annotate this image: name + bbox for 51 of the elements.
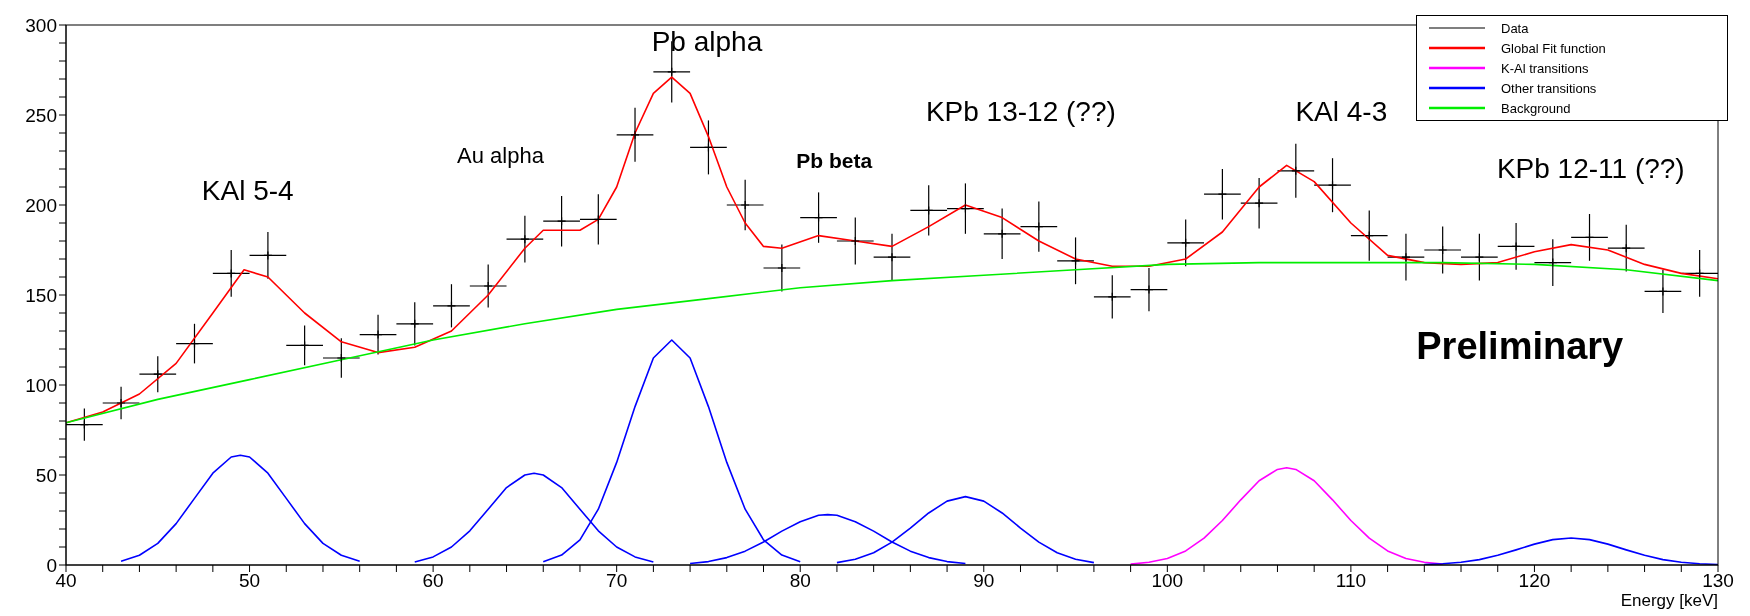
point: [520, 234, 530, 244]
x-tick-label: 90: [973, 570, 995, 592]
y-tick-label: 50: [35, 464, 57, 486]
point: [483, 281, 493, 291]
annotation: Au alpha: [457, 143, 545, 169]
annotation: KAl 4-3: [1295, 96, 1388, 128]
x-tick-label: 80: [789, 570, 811, 592]
x-tick-label: 130: [1702, 570, 1734, 592]
x-tick-label: 60: [422, 570, 444, 592]
point: [997, 229, 1007, 239]
y-tick-label: 150: [25, 284, 57, 306]
point: [263, 250, 273, 260]
legend-label: Other transitions: [1501, 80, 1597, 96]
point: [1511, 241, 1521, 251]
x-tick-label: 110: [1335, 570, 1367, 592]
y-tick-label: 300: [25, 14, 57, 36]
line-series: [120, 454, 361, 563]
annotation: KAl 5-4: [201, 174, 294, 206]
x-tick-label: 40: [55, 570, 77, 592]
point: [1401, 252, 1411, 262]
x-tick-label: 100: [1151, 570, 1184, 592]
point: [1438, 245, 1448, 255]
legend-label: K-Al transitions: [1501, 60, 1589, 76]
x-tick-label: 70: [606, 570, 628, 592]
point: [373, 330, 383, 340]
legend-label: Background: [1501, 100, 1571, 116]
annotation: KPb 13-12 (??): [925, 96, 1116, 128]
y-tick-label: 0: [46, 554, 57, 576]
y-tick-label: 200: [25, 194, 57, 216]
annotation: Preliminary: [1416, 325, 1624, 368]
point: [116, 398, 126, 408]
y-tick-label: 100: [25, 374, 57, 396]
point: [850, 236, 860, 246]
annotation: Pb beta: [796, 149, 873, 173]
point: [1254, 198, 1264, 208]
x-tick-label: 50: [238, 570, 261, 592]
point: [740, 200, 750, 210]
point: [1658, 286, 1668, 296]
line-series: [66, 261, 1718, 424]
x-axis-title: Energy [keV]: [1620, 591, 1718, 610]
point: [777, 263, 787, 273]
x-tick-label: 120: [1518, 570, 1551, 592]
y-tick-label: 250: [25, 104, 57, 126]
annotation: Pb alpha: [651, 26, 763, 58]
point: [336, 353, 346, 363]
point: [630, 130, 640, 140]
legend-label: Global Fit function: [1501, 40, 1606, 56]
annotation: KPb 12-11 (??): [1496, 153, 1685, 185]
point: [1144, 285, 1154, 295]
legend-label: Data: [1501, 20, 1529, 36]
point: [887, 252, 897, 262]
